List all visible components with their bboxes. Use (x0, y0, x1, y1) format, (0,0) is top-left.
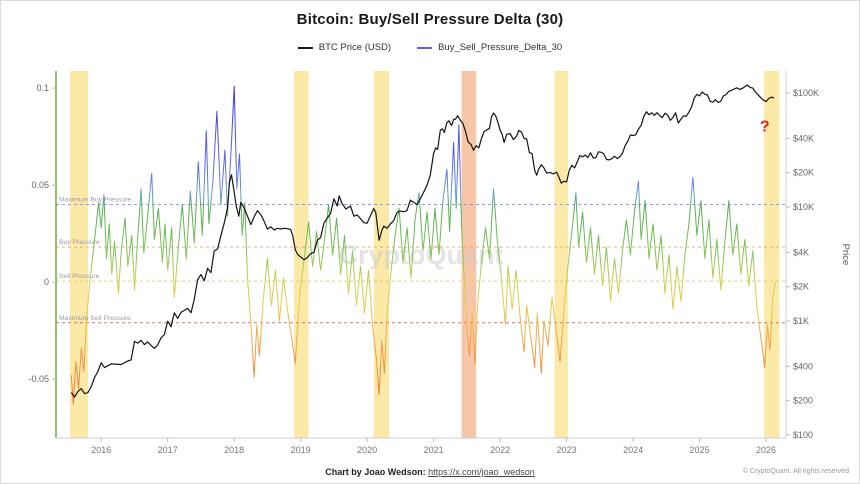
highlight-band (294, 71, 309, 438)
reference-line-label: Buy Pressure (59, 239, 100, 246)
reference-line-label: Sell Pressure (59, 273, 100, 280)
question-mark-annotation: ? (760, 118, 770, 135)
right-tick-label: $100 (793, 430, 813, 440)
x-tick-label: 2018 (224, 445, 244, 455)
right-tick-label: $20K (793, 168, 814, 178)
right-tick-label: $4K (793, 247, 809, 257)
highlight-band (70, 71, 88, 438)
chart-legend: BTC Price (USD) Buy_Sell_Pressure_Delta_… (1, 42, 859, 53)
x-tick-label: 2024 (623, 445, 643, 455)
x-tick-label: 2021 (424, 445, 444, 455)
left-tick-label: 0.1 (36, 83, 49, 93)
x-tick-label: 2016 (91, 445, 111, 455)
legend-label-btc-price: BTC Price (USD) (318, 42, 392, 53)
legend-item-btc-price[interactable]: BTC Price (USD) (297, 42, 392, 53)
credit-link[interactable]: https://x.com/joao_wedson (428, 467, 535, 477)
right-tick-label: $100K (793, 88, 819, 98)
right-tick-label: $10K (793, 202, 814, 212)
highlight-band (554, 71, 568, 438)
left-tick-label: 0.05 (31, 180, 49, 190)
right-tick-label: $1K (793, 316, 809, 326)
chart-credit: Chart by Joao Wedson: https://x.com/joao… (1, 467, 859, 477)
reference-line-label: Maximum Sell Pressure (59, 315, 131, 322)
highlight-band (461, 71, 477, 438)
x-tick-label: 2023 (557, 445, 577, 455)
credit-author: Chart by Joao Wedson: (325, 467, 426, 477)
pressure-delta-line (70, 85, 776, 405)
highlight-band (764, 71, 780, 438)
btc-price-line-swatch (297, 46, 313, 49)
x-tick-label: 2019 (291, 445, 311, 455)
right-tick-label: $200 (793, 396, 813, 406)
reference-line-label: Maximum Buy Pressure (59, 196, 131, 203)
legend-label-pressure-delta: Buy_Sell_Pressure_Delta_30 (438, 42, 563, 53)
x-tick-label: 2017 (158, 445, 178, 455)
pressure-delta-line-swatch (417, 46, 433, 49)
left-tick-label: 0 (44, 277, 49, 287)
btc-price-line (70, 84, 775, 398)
copyright-notice: © CryptoQuant. All rights reserved (742, 468, 849, 475)
x-tick-label: 2026 (756, 445, 776, 455)
legend-item-pressure-delta[interactable]: Buy_Sell_Pressure_Delta_30 (417, 42, 562, 53)
left-tick-label: -0.05 (28, 374, 49, 384)
x-tick-label: 2025 (690, 445, 710, 455)
right-tick-label: $2K (793, 282, 809, 292)
price-axis-title: Price (840, 244, 851, 266)
page-title: Bitcoin: Buy/Sell Pressure Delta (30) (296, 11, 564, 28)
right-tick-label: $400 (793, 361, 813, 371)
x-tick-label: 2020 (357, 445, 377, 455)
right-tick-label: $40K (793, 133, 814, 143)
x-tick-label: 2022 (490, 445, 510, 455)
cryptoquant-watermark: CryptoQuant (339, 240, 504, 270)
